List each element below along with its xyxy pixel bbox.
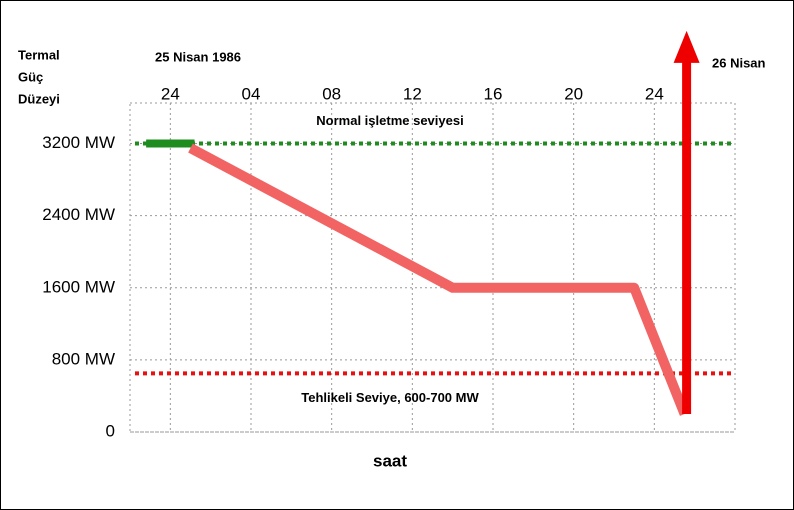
x-tick-label: 04 (242, 84, 261, 103)
series-line (188, 143, 690, 416)
y-label-line: Güç (18, 69, 43, 84)
y-tick-label: 0 (106, 421, 115, 440)
y-label-line: Düzeyi (18, 91, 60, 106)
x-tick-label: 12 (403, 84, 422, 103)
y-label-line: Termal (18, 47, 60, 62)
x-tick-label: 20 (564, 84, 583, 103)
y-tick-label: 2400 MW (42, 205, 115, 224)
plot-border (129, 102, 736, 433)
x-tick-label: 08 (322, 84, 341, 103)
x-tick-label: 16 (484, 84, 503, 103)
x-tick-label: 24 (161, 84, 180, 103)
y-tick-label: 3200 MW (42, 133, 115, 152)
reference-label: Tehlikeli Seviye, 600-700 MW (301, 390, 479, 405)
subtitle: 25 Nisan 1986 (155, 49, 241, 64)
arrow-head (673, 30, 700, 63)
y-tick-label: 800 MW (52, 349, 115, 368)
reference-label: Normal işletme seviyesi (316, 113, 463, 128)
x-label: saat (373, 451, 407, 470)
y-tick-label: 1600 MW (42, 277, 115, 296)
annotation: 26 Nisan (712, 55, 766, 70)
x-tick-label: 24 (645, 84, 664, 103)
